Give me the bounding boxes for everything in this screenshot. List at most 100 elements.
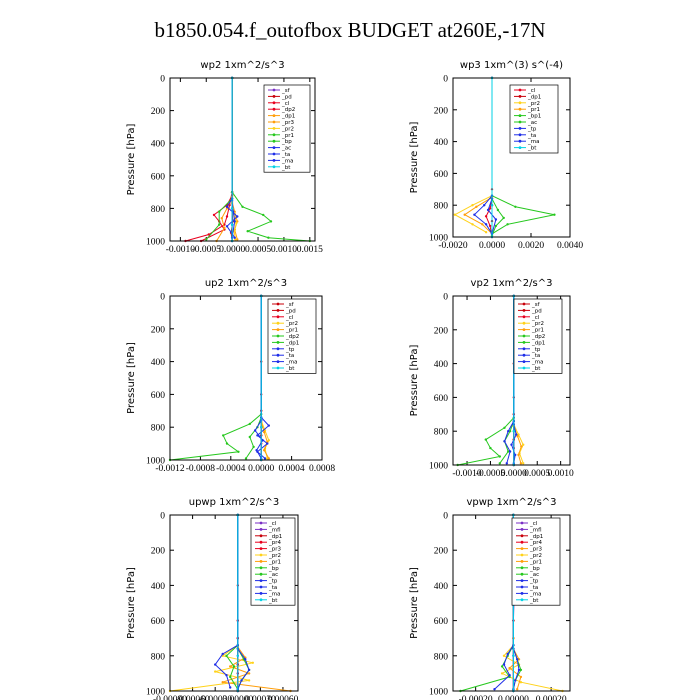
- series-point: [267, 439, 270, 442]
- y-tick-label: 400: [434, 138, 449, 148]
- legend-marker: [272, 152, 276, 156]
- series-point: [475, 205, 478, 208]
- series-point: [225, 205, 229, 208]
- series-point: [519, 462, 523, 465]
- legend-label: _dp1: [531, 340, 545, 346]
- series-point: [214, 663, 217, 666]
- series-point: [218, 210, 221, 213]
- legend-marker: [276, 328, 280, 331]
- legend-label: _cl: [281, 101, 290, 107]
- legend-marker: [520, 553, 524, 557]
- series-point: [233, 220, 236, 223]
- series-point: [241, 205, 244, 208]
- series-point: [493, 688, 496, 691]
- series-point: [225, 215, 229, 218]
- series-point: [248, 422, 251, 426]
- series-point: [484, 438, 487, 441]
- series-point: [512, 654, 515, 657]
- series-point: [517, 658, 521, 661]
- series-point: [229, 665, 232, 668]
- y-tick-label: 1000: [429, 234, 448, 244]
- x-tick-label: -0.00030: [198, 695, 232, 700]
- legend-label: _ta: [268, 585, 277, 591]
- legend-label: _pr3: [529, 547, 543, 553]
- legend-label: _ma: [268, 591, 280, 597]
- legend-marker: [259, 566, 263, 570]
- x-tick-label: 0.0000: [479, 241, 505, 251]
- y-tick-label: 800: [434, 202, 449, 212]
- y-tick-label: 400: [151, 358, 166, 368]
- legend-label: _cl: [285, 315, 294, 321]
- legend-label: _pr3: [268, 547, 282, 553]
- x-tick-label: 0.00000: [222, 695, 253, 700]
- series-point: [490, 204, 494, 207]
- legend-marker: [276, 302, 280, 306]
- legend-label: _mfl: [529, 527, 542, 533]
- legend-marker: [276, 366, 280, 370]
- series-point: [520, 445, 523, 448]
- legend-label: _bt: [531, 366, 541, 372]
- series-point: [506, 223, 509, 226]
- legend-marker: [518, 146, 522, 150]
- y-tick-label: 400: [434, 582, 449, 592]
- legend-marker: [276, 334, 280, 338]
- y-tick-label: 200: [434, 106, 449, 116]
- series-point: [223, 226, 226, 230]
- y-tick-label: 1000: [429, 688, 448, 698]
- series-line-dp2: [169, 296, 262, 461]
- series-point: [263, 449, 266, 452]
- series-point: [514, 453, 517, 457]
- legend-label: _pr2: [529, 553, 542, 559]
- legend-label: _cl: [527, 88, 536, 94]
- x-tick-label: -0.0005: [476, 469, 506, 479]
- series-point: [225, 442, 229, 445]
- series-point: [512, 430, 515, 433]
- y-tick-label: 800: [434, 652, 449, 662]
- legend-marker: [520, 534, 524, 538]
- plot-title: upwp 1xm^2/s^3: [189, 497, 279, 508]
- legend: _sf_pd_cl_pr2_pr1_dp2_dp1_tp_ta_ma_bt: [513, 298, 563, 374]
- legend-marker: [276, 309, 280, 312]
- y-tick-label: 0: [443, 293, 448, 303]
- series-point: [269, 220, 273, 223]
- legend-label: _dp1: [529, 534, 543, 540]
- x-tick-label: 0.0000: [219, 245, 245, 255]
- series-point: [484, 223, 488, 226]
- plot-frame: [452, 514, 571, 692]
- y-tick-label: 200: [151, 325, 166, 335]
- legend-label: _tp: [529, 579, 539, 585]
- legend-label: _ma: [527, 139, 539, 145]
- series-point: [506, 652, 509, 656]
- legend-marker: [272, 88, 276, 92]
- series-point: [253, 429, 257, 432]
- legend-marker: [522, 341, 526, 344]
- legend-marker: [522, 321, 526, 325]
- legend-marker: [522, 347, 526, 351]
- legend: _sf_pd_cl_dp2_dp1_pr3_pr2_pr1_bp_ac_ta_m…: [263, 84, 311, 173]
- series-point: [236, 238, 239, 241]
- legend-label: _ac: [527, 120, 537, 126]
- series-point: [494, 218, 498, 221]
- x-tick-label: 0.00030: [245, 695, 276, 700]
- x-tick-label: -0.00020: [459, 695, 493, 700]
- series-point: [225, 674, 228, 677]
- series-point: [240, 679, 243, 682]
- series-point: [263, 430, 266, 434]
- series-line-tp: [503, 296, 515, 464]
- legend-label: _pr1: [268, 559, 281, 565]
- series-line-dp1: [499, 296, 515, 464]
- series-point: [261, 439, 264, 442]
- x-tick-label: -0.0012: [155, 464, 185, 474]
- series-point: [517, 668, 521, 672]
- plot-panel-3: up2 1xm^2/s^3 Pressure [hPa] 0 200 400 600 800…: [126, 278, 335, 474]
- legend-marker: [276, 347, 280, 351]
- legend-label: _pd: [285, 308, 296, 314]
- y-axis-label: Pressure [hPa]: [126, 567, 137, 639]
- x-tick-label: 0.0005: [524, 469, 550, 479]
- y-tick-label: 0: [160, 512, 165, 522]
- legend-label: _pd: [531, 308, 542, 314]
- legend-marker: [259, 547, 263, 550]
- legend-label: _tp: [527, 126, 537, 132]
- series-point: [494, 224, 498, 228]
